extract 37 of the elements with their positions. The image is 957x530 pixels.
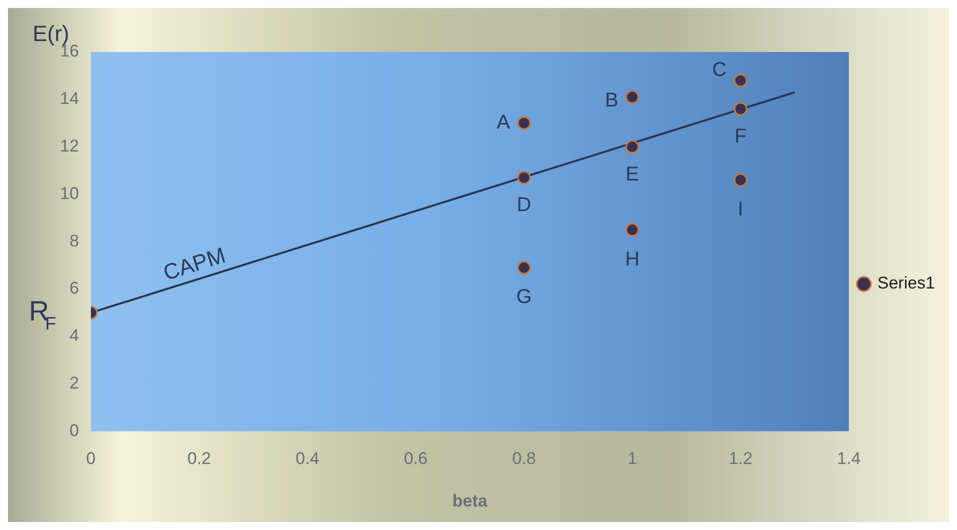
annotation: H <box>625 248 640 270</box>
x-tick-label: 0.8 <box>512 449 536 468</box>
x-tick-label: 0.6 <box>404 449 428 468</box>
y-tick-label: 4 <box>69 326 79 346</box>
y-tick-label: 2 <box>69 373 79 392</box>
annotation: E <box>626 163 639 186</box>
x-tick-label: 1.4 <box>837 449 861 468</box>
y-tick-label: 12 <box>60 136 79 156</box>
point <box>517 116 531 130</box>
y-tick-label: 8 <box>69 231 79 250</box>
y-tick-label: 14 <box>60 89 79 108</box>
x-tick-label: 0.4 <box>296 449 320 468</box>
y-tick-label: 10 <box>60 184 79 203</box>
point <box>734 74 748 88</box>
annotation: D <box>516 194 532 216</box>
point <box>734 173 748 187</box>
y-tick-label: 0 <box>69 420 79 440</box>
point <box>734 102 748 116</box>
point <box>517 170 531 184</box>
annotation: F <box>734 125 747 148</box>
point <box>626 90 640 104</box>
annotation: C <box>712 58 727 81</box>
point <box>626 140 640 154</box>
x-tick-label: 1.2 <box>728 449 752 468</box>
y-tick-label: 6 <box>69 278 79 298</box>
x-tick-label: 1 <box>628 449 638 468</box>
x-tick-label: 0.2 <box>187 449 212 468</box>
x-axis-title: beta <box>452 491 488 510</box>
legend-label: Series1 <box>877 274 935 293</box>
x-tick-label: 0 <box>86 449 96 468</box>
point <box>626 223 640 236</box>
annotation: A <box>496 112 511 134</box>
point <box>517 260 531 274</box>
annotation: CAPM <box>160 242 228 286</box>
annotation: G <box>516 286 532 308</box>
annotation: I <box>738 198 744 220</box>
annotation: B <box>604 90 618 112</box>
